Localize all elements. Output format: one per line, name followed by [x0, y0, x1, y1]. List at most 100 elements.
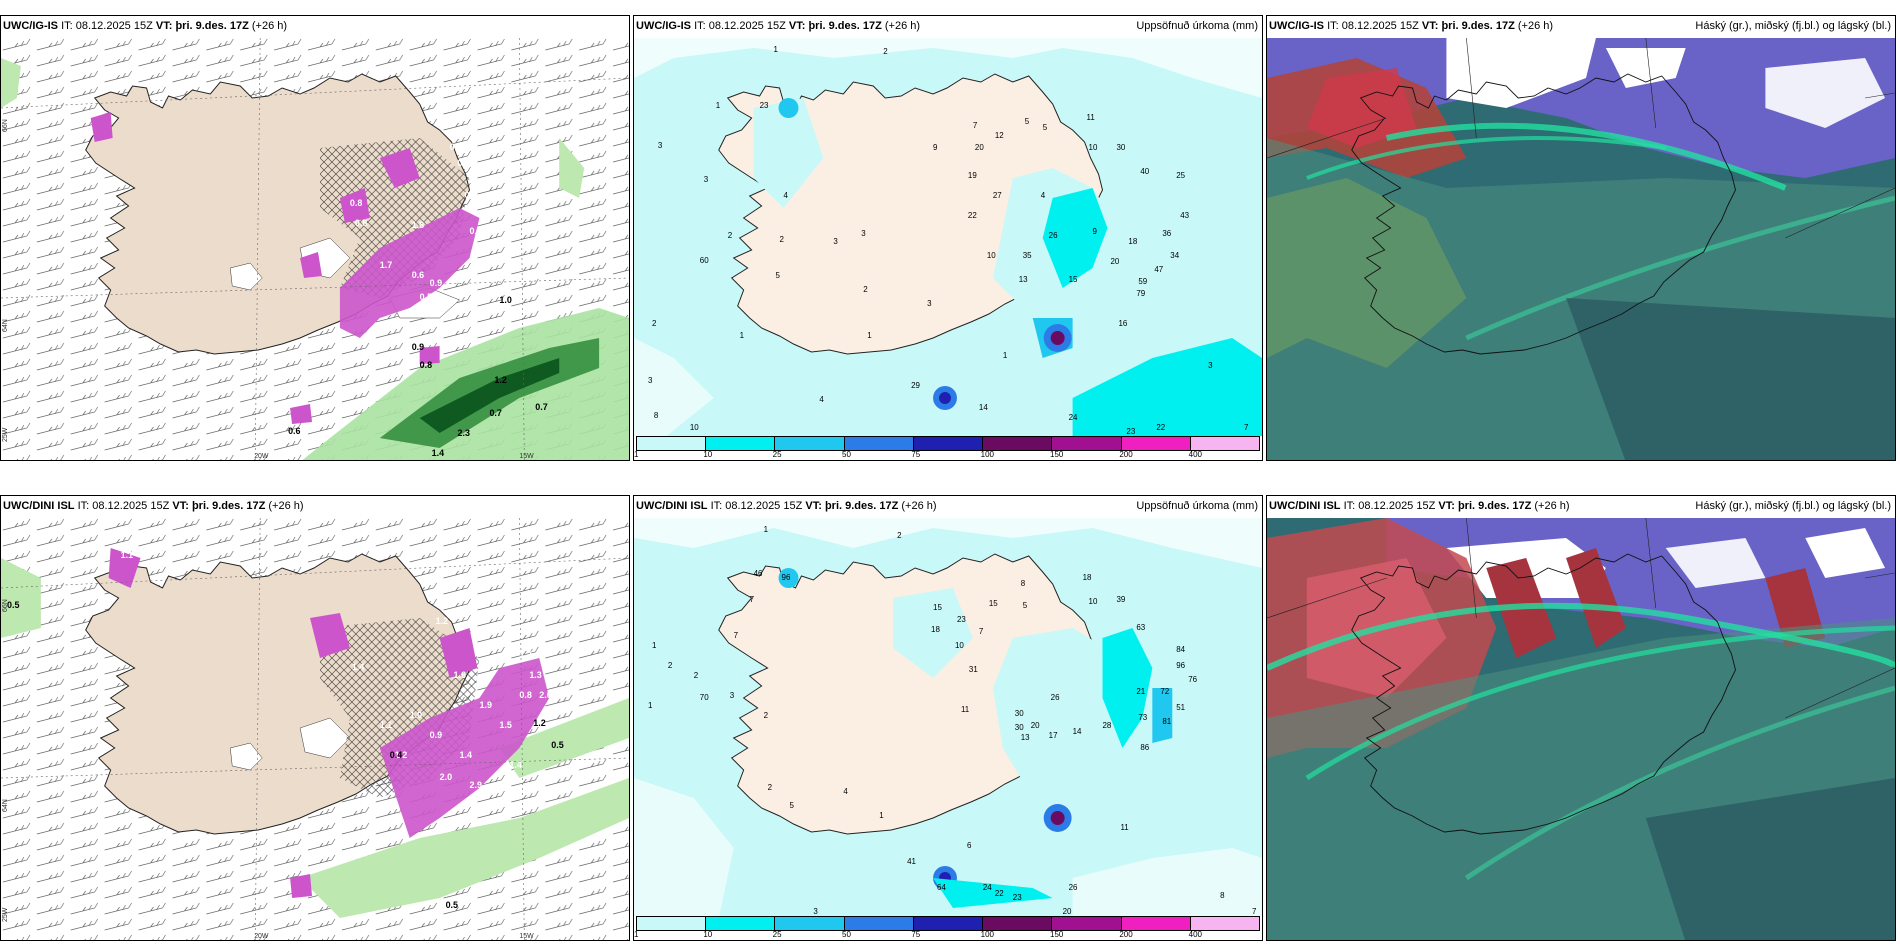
svg-text:23: 23	[1013, 893, 1022, 902]
svg-text:16: 16	[1118, 319, 1127, 328]
svg-text:4: 4	[819, 395, 824, 404]
colorbar-swatch	[983, 437, 1053, 450]
colorbar-swatch	[775, 917, 845, 930]
svg-text:19: 19	[968, 171, 977, 180]
svg-text:1.2: 1.2	[533, 718, 545, 728]
value-label: 0.5	[450, 142, 462, 152]
svg-text:2.6: 2.6	[539, 690, 551, 700]
svg-text:64: 64	[937, 883, 946, 892]
svg-text:3: 3	[1208, 361, 1213, 370]
colorbar: 1 10 25 50 75 100 150 200 400	[634, 916, 1262, 940]
svg-text:1.4: 1.4	[509, 760, 521, 770]
svg-text:1.1: 1.1	[380, 720, 392, 730]
svg-text:2: 2	[897, 531, 902, 540]
colorbar-tick: 100	[980, 450, 995, 459]
colorbar-tick: 10	[703, 930, 713, 939]
svg-text:1.4: 1.4	[352, 662, 364, 672]
svg-text:21: 21	[1136, 687, 1145, 696]
svg-text:2: 2	[768, 783, 773, 792]
svg-text:1.9: 1.9	[479, 700, 491, 710]
svg-text:3: 3	[658, 141, 663, 150]
value-label: 0.5	[458, 158, 470, 168]
colorbar-tick: 1	[634, 930, 639, 939]
colorbar-tick: 200	[1119, 450, 1133, 459]
svg-text:15: 15	[989, 599, 998, 608]
panel-header: UWC/DINI ISL IT: 08.12.2025 15Z VT: þri.…	[1, 496, 629, 518]
svg-text:43: 43	[1180, 211, 1189, 220]
map-area[interactable]: 1.1 1.2 1.4 1.6 1.7 1.3 1.9 1.0 0.9 1.4 …	[1, 518, 629, 940]
svg-text:3: 3	[704, 175, 709, 184]
lead-time: (+26 h)	[251, 20, 288, 32]
svg-text:11: 11	[961, 705, 970, 714]
svg-text:13: 13	[1021, 733, 1030, 742]
svg-text:12: 12	[995, 131, 1004, 140]
svg-text:1.4: 1.4	[460, 750, 472, 760]
svg-text:3: 3	[648, 376, 653, 385]
panel-dini-precip: UWC/DINI ISL IT: 08.12.2025 15Z VT: þri.…	[633, 495, 1263, 941]
svg-text:10: 10	[1089, 143, 1098, 152]
svg-text:7: 7	[734, 631, 739, 640]
colorbar-swatch	[1052, 437, 1122, 450]
panel-dini-snow: UWC/DINI ISL IT: 08.12.2025 15Z VT: þri.…	[0, 495, 630, 941]
svg-text:2: 2	[668, 661, 673, 670]
colorbar-swatch	[706, 917, 776, 930]
colorbar-tick: 25	[772, 450, 782, 459]
svg-text:8: 8	[1220, 891, 1225, 900]
svg-text:22: 22	[1156, 423, 1165, 432]
svg-text:24: 24	[983, 883, 992, 892]
colorbar-swatch	[913, 437, 984, 450]
svg-text:30: 30	[1116, 143, 1125, 152]
map-area[interactable]: 0.5 0.5 0.8 1.8 0.7 0.6 0.9 1.7 0.6 0.5 …	[1, 38, 629, 460]
map-area[interactable]	[1267, 38, 1895, 460]
svg-text:1: 1	[764, 525, 769, 534]
svg-text:1.2: 1.2	[436, 616, 448, 626]
svg-text:7: 7	[973, 121, 978, 130]
svg-text:29: 29	[911, 381, 920, 390]
svg-text:59: 59	[1138, 277, 1147, 286]
svg-text:1.1: 1.1	[121, 550, 133, 560]
colorbar-tick: 200	[1119, 930, 1133, 939]
svg-text:10: 10	[955, 641, 964, 650]
panel-header: UWC/DINI ISL IT: 08.12.2025 15Z VT: þri.…	[1267, 496, 1895, 518]
svg-text:0.4: 0.4	[390, 750, 402, 760]
svg-text:46: 46	[754, 569, 763, 578]
colorbar-swatch	[1190, 917, 1259, 930]
svg-text:20: 20	[1110, 257, 1119, 266]
svg-text:22: 22	[995, 889, 1004, 898]
svg-text:5: 5	[1043, 123, 1048, 132]
svg-text:1: 1	[774, 45, 779, 54]
map-area[interactable]: 1 2 23 3 1 3 2 4 60 2 3 9 20 19 27 22 10…	[634, 38, 1262, 460]
svg-text:18: 18	[1128, 237, 1137, 246]
value-label: 0.8	[350, 198, 362, 208]
svg-text:9: 9	[1093, 227, 1098, 236]
colorbar-swatch	[1052, 917, 1122, 930]
map-area[interactable]	[1267, 518, 1895, 940]
map-area[interactable]: 1 2 46 96 7 1 70 2 1 7 2 3 2 15 23 18 10…	[634, 518, 1262, 940]
svg-text:15: 15	[1069, 275, 1078, 284]
precip-title: Uppsöfnuð úrkoma (mm)	[1136, 20, 1258, 32]
value-label: 1.4	[432, 448, 444, 458]
value-label: 0.7	[479, 208, 491, 218]
svg-text:64N: 64N	[2, 319, 9, 332]
colorbar-tick: 25	[772, 930, 782, 939]
svg-text:1: 1	[740, 331, 745, 340]
svg-text:20: 20	[1063, 907, 1072, 916]
svg-text:13: 13	[1019, 275, 1028, 284]
svg-text:2.9: 2.9	[470, 780, 482, 790]
svg-text:0.5: 0.5	[551, 740, 563, 750]
snow-area	[339, 208, 480, 338]
svg-text:66N: 66N	[2, 119, 9, 132]
svg-text:1.7: 1.7	[519, 650, 531, 660]
svg-text:2: 2	[728, 231, 733, 240]
value-label: 1.7	[380, 260, 392, 270]
svg-text:96: 96	[782, 573, 791, 582]
svg-text:86: 86	[1140, 743, 1149, 752]
svg-text:24: 24	[1069, 413, 1078, 422]
svg-text:23: 23	[957, 615, 966, 624]
svg-text:0.5: 0.5	[446, 900, 458, 910]
svg-text:2: 2	[780, 235, 785, 244]
panel-dini-clouds: UWC/DINI ISL IT: 08.12.2025 15Z VT: þri.…	[1266, 495, 1896, 941]
value-label: 1.6	[499, 222, 511, 232]
value-label: 0.8	[355, 218, 367, 228]
value-label: 0.6	[288, 426, 300, 436]
